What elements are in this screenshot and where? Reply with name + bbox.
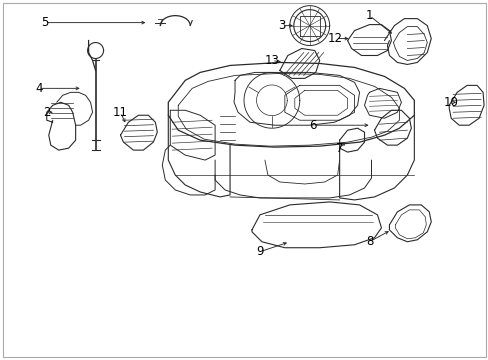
Polygon shape bbox=[168, 62, 413, 147]
Text: 6: 6 bbox=[308, 119, 316, 132]
Text: 10: 10 bbox=[443, 96, 458, 109]
Text: 9: 9 bbox=[256, 245, 263, 258]
Text: 4: 4 bbox=[35, 82, 42, 95]
Text: 1: 1 bbox=[365, 9, 372, 22]
Text: 3: 3 bbox=[278, 19, 285, 32]
Text: 5: 5 bbox=[41, 16, 48, 29]
Text: 8: 8 bbox=[365, 235, 372, 248]
Text: 2: 2 bbox=[43, 106, 50, 119]
Text: 12: 12 bbox=[327, 32, 343, 45]
Text: 13: 13 bbox=[264, 54, 279, 67]
Text: 7: 7 bbox=[335, 141, 343, 155]
Text: 11: 11 bbox=[113, 106, 128, 119]
